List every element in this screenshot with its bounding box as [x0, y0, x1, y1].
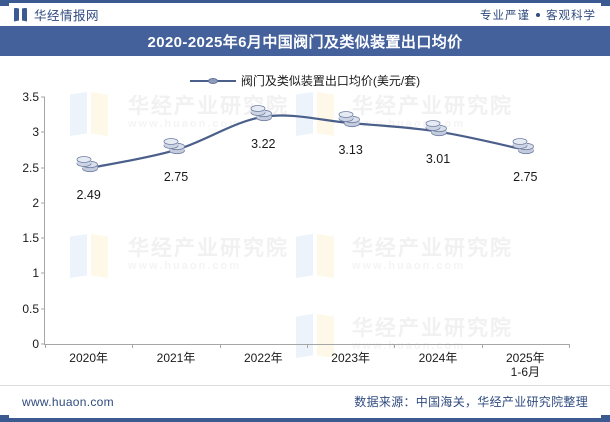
- brand-name: 华经情报网: [34, 9, 100, 23]
- y-axis-tick-label: 3: [32, 125, 39, 140]
- coin-stack-icon: [337, 109, 365, 131]
- x-axis-tick-label-line1: 2020年: [69, 351, 109, 365]
- x-axis-tick-mark: [481, 344, 483, 348]
- bottom-accent-rule: [8, 418, 602, 422]
- slogan-left: 专业严谨: [480, 9, 530, 22]
- y-axis-tick-mark: [41, 131, 45, 133]
- x-axis-tick-mark: [569, 344, 570, 348]
- data-point-label: 3.01: [425, 151, 451, 166]
- y-axis-tick-mark: [41, 237, 45, 239]
- y-axis-tick-mark: [41, 272, 45, 274]
- legend-series-marker-icon: [189, 75, 236, 87]
- title-band: 2020-2025年6月中国阀门及类似装置出口均价: [0, 26, 610, 56]
- coin-stack-icon: [75, 154, 103, 176]
- page-title: 2020-2025年6月中国阀门及类似装置出口均价: [147, 33, 463, 51]
- y-axis-tick-label: 1: [32, 266, 39, 281]
- top-rule-right-cap: [601, 0, 610, 6]
- footer-site-url[interactable]: www.huaon.com: [22, 394, 114, 409]
- y-axis-tick-label: 3.5: [22, 90, 39, 104]
- x-axis-tick-label: 2025年 1-6月: [505, 351, 545, 380]
- x-axis-tick-mark: [45, 344, 46, 348]
- bullet-dot-icon: [536, 12, 540, 17]
- bottom-rule-left-cap: [0, 415, 9, 422]
- book-logo-icon: [14, 7, 27, 22]
- brand-bar: 华经情报网 专业严谨 客观科学: [0, 3, 610, 26]
- x-axis-tick-label-line1: 2024年: [418, 351, 458, 365]
- coin-stack-icon: [249, 103, 277, 125]
- x-axis-tick-label-line1: 2021年: [156, 351, 196, 365]
- x-axis-tick-mark: [307, 344, 308, 348]
- footer-bar: www.huaon.com 数据来源：中国海关，华经产业研究院整理: [0, 385, 610, 417]
- x-axis-tick-label: 2021年: [156, 351, 196, 366]
- y-axis-tick-label: 2.5: [22, 160, 39, 175]
- brand-left-group: 华经情报网: [14, 5, 99, 24]
- chart-area: 华经产业研究院 www.huaon.com 华经产业研究院 www.huaon.…: [0, 56, 610, 385]
- data-point-label: 2.75: [163, 169, 189, 184]
- y-axis-tick-mark: [41, 343, 45, 345]
- plot-area: 0 0.5 1 1.5 2 2.5 3 3.5 2020年 2021年 2022年 2023年 2024…: [22, 90, 570, 379]
- x-axis-tick-label-line1: 2022年: [243, 351, 283, 365]
- slogan-right: 客观科学: [546, 9, 596, 22]
- y-axis-tick-mark: [41, 308, 45, 310]
- y-axis-tick-label: 0: [32, 337, 39, 351]
- x-axis-tick-label: 2020年: [69, 351, 109, 366]
- data-point-label: 3.13: [338, 143, 363, 158]
- x-axis-tick-mark: [219, 344, 221, 348]
- bottom-rule-right-cap: [601, 415, 610, 422]
- chart-legend: 阀门及类似装置出口均价(美元/套): [0, 72, 610, 89]
- x-axis-tick-label-line2: 1-6月: [510, 364, 541, 379]
- data-point-label: 2.49: [76, 188, 101, 203]
- x-axis-tick-label: 2022年: [243, 351, 283, 366]
- x-axis-tick-mark: [132, 344, 134, 348]
- data-point-label: 3.22: [251, 136, 276, 151]
- y-axis-tick-mark: [41, 96, 45, 98]
- footer-source-note: 数据来源：中国海关，华经产业研究院整理: [354, 395, 588, 409]
- x-axis-tick-label: 2024年: [418, 351, 458, 366]
- y-axis-tick-label: 1.5: [22, 231, 39, 246]
- x-axis-tick-mark: [394, 344, 396, 348]
- coin-stack-icon: [162, 136, 190, 158]
- x-axis-tick-label: 2023年: [331, 351, 371, 366]
- y-axis-tick-label: 0.5: [22, 301, 39, 316]
- data-point-label: 2.75: [513, 169, 538, 184]
- top-accent-rule: [8, 0, 602, 3]
- x-axis-tick-label-line1: 2025年: [505, 351, 545, 365]
- coin-stack-icon: [511, 136, 539, 158]
- legend-item-label: 阀门及类似装置出口均价(美元/套): [240, 74, 421, 88]
- series-line: [87, 114, 527, 170]
- brand-slogan: 专业严谨 客观科学: [480, 7, 596, 23]
- y-axis-tick-mark: [41, 167, 45, 169]
- y-axis-tick-label: 2: [32, 195, 39, 210]
- y-axis-tick-mark: [41, 202, 45, 204]
- x-axis-tick-label-line1: 2023年: [331, 351, 371, 365]
- coin-stack-icon: [424, 118, 452, 140]
- top-rule-left-cap: [0, 0, 9, 6]
